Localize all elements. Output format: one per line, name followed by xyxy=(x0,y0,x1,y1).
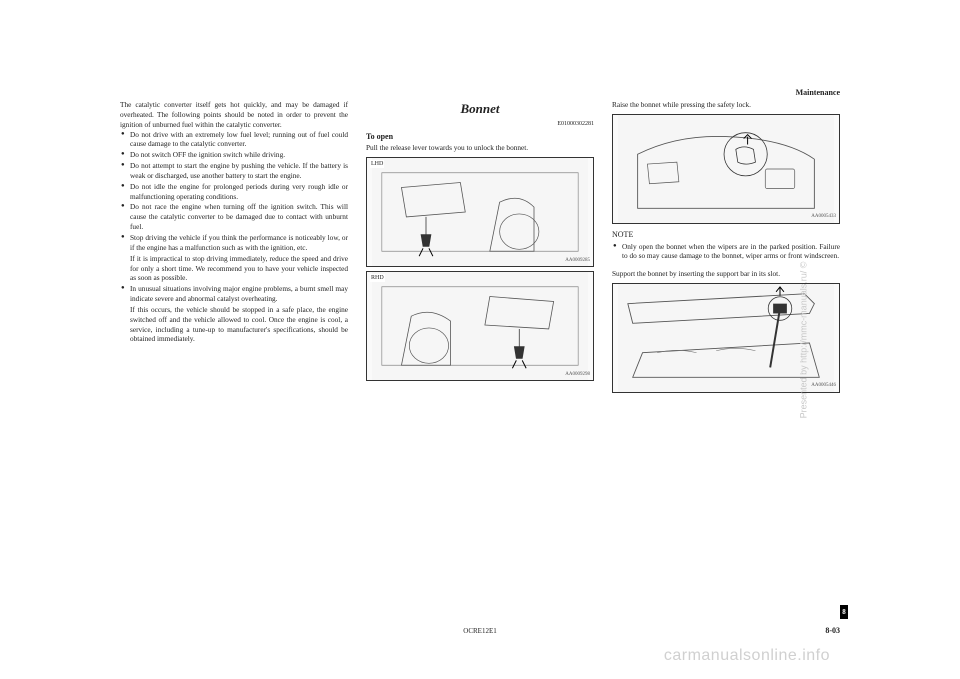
rhd-release-illustration xyxy=(367,272,593,380)
figure-code: AA0009285 xyxy=(565,258,590,265)
bullet-list: Do not drive with an extremely low fuel … xyxy=(120,130,348,253)
bullet-item: Do not drive with an extremely low fuel … xyxy=(120,130,348,150)
intro-paragraph: The catalytic converter itself gets hot … xyxy=(120,100,348,130)
bullet-list-2: In unusual situations involving major en… xyxy=(120,284,348,304)
watermark-bottom: carmanualsonline.info xyxy=(664,647,830,665)
bullet-item: Do not switch OFF the ignition switch wh… xyxy=(120,150,348,160)
figure-safety-lock: AA0005433 xyxy=(612,114,840,224)
figure-code: AA0005433 xyxy=(811,214,836,221)
bullet-item: Stop driving the vehicle if you think th… xyxy=(120,233,348,253)
subhead-to-open: To open xyxy=(366,132,594,143)
column-2: Bonnet E01000302281 To open Pull the rel… xyxy=(366,100,594,600)
chapter-tab: 8 xyxy=(840,605,848,619)
figure-rhd: RHD AA0009298 xyxy=(366,271,594,381)
note-bullet: Only open the bonnet when the wipers are… xyxy=(612,242,840,262)
page-columns: The catalytic converter itself gets hot … xyxy=(120,100,840,600)
column-1: The catalytic converter itself gets hot … xyxy=(120,100,348,600)
bullet-item: Do not attempt to start the engine by pu… xyxy=(120,161,348,181)
section-header: Maintenance xyxy=(796,88,840,97)
section-code: E01000302281 xyxy=(366,120,594,128)
bullet-item: In unusual situations involving major en… xyxy=(120,284,348,304)
bullet-continuation: If it is impractical to stop driving imm… xyxy=(120,254,348,284)
footer-doc-code: OCRE12E1 xyxy=(463,627,496,635)
footer-page-number: 8-03 xyxy=(825,626,840,635)
lhd-release-illustration xyxy=(367,158,593,266)
bullet-continuation: If this occurs, the vehicle should be st… xyxy=(120,305,348,344)
watermark-side: Presented by http://mmc-manuals.ru/ © xyxy=(799,261,809,418)
section-title-bonnet: Bonnet xyxy=(366,100,594,118)
note-heading: NOTE xyxy=(612,230,840,241)
figure-code: AA0009298 xyxy=(565,372,590,379)
note-list: Only open the bonnet when the wipers are… xyxy=(612,242,840,262)
figure-code: AA0005446 xyxy=(811,383,836,390)
lead-paragraph: Raise the bonnet while pressing the safe… xyxy=(612,100,840,110)
figure-lhd: LHD AA0009285 xyxy=(366,157,594,267)
bullet-item: Do not race the engine when turning off … xyxy=(120,202,348,232)
lead-paragraph: Pull the release lever towards you to un… xyxy=(366,143,594,153)
figure-label: RHD xyxy=(370,274,385,282)
figure-label: LHD xyxy=(370,160,384,168)
bonnet-raise-illustration xyxy=(613,115,839,223)
bullet-item: Do not idle the engine for prolonged per… xyxy=(120,182,348,202)
